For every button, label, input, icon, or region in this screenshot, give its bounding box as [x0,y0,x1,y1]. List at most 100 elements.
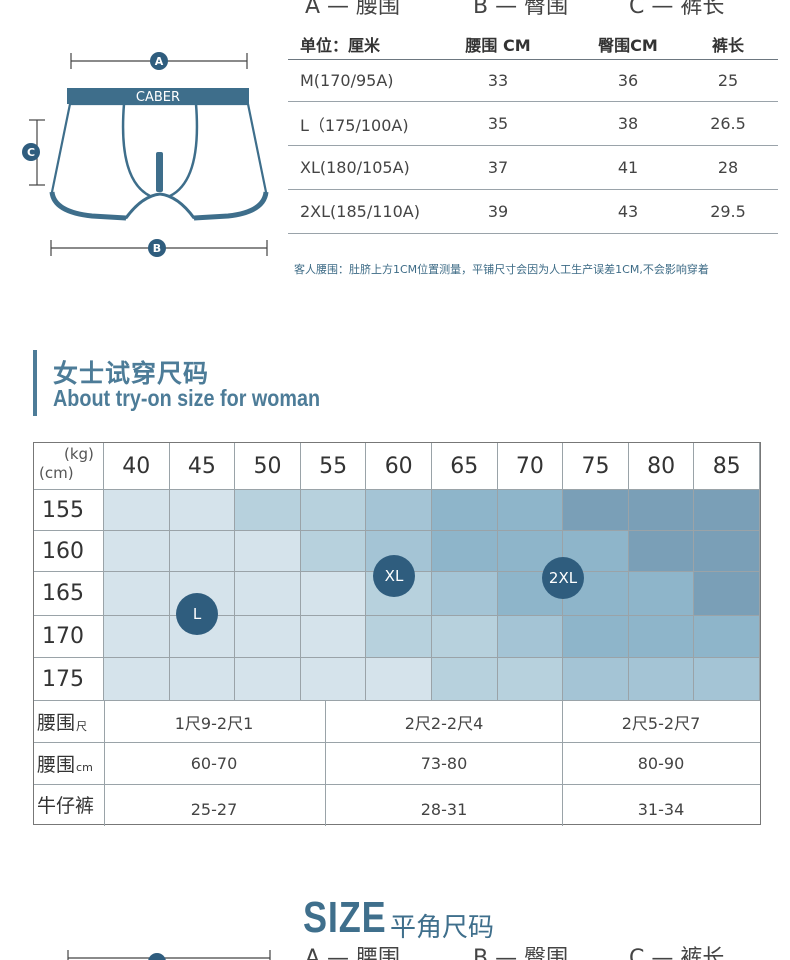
weight-header: 70 [497,443,564,490]
fit-cell [104,572,170,616]
size-heading: SIZE [303,893,387,942]
table-row: M(170/95A) 33 36 25 [288,60,778,102]
marker-a: A [155,55,164,68]
header-unit: 单位：厘米 [300,35,381,55]
size-table-header: 单位：厘米 腰围 CM 臀围CM 裤长 [288,28,778,60]
height-label: 175 [34,658,104,701]
fit-cell [104,658,170,701]
waist-chi-small: 1尺9-2尺1 [174,713,254,733]
waist-value: 39 [487,202,509,221]
fit-cell [694,658,760,701]
marker-b-icon [148,239,166,257]
weight-header: 55 [300,443,367,490]
waist-cm-small: 60-70 [190,754,238,773]
repeat-measure-line [67,950,271,960]
legend-b: B — 臀围 [473,0,569,19]
size-label: M(170/95A) [300,71,394,90]
waist-chi-medium: 2尺2-2尺4 [404,713,484,733]
fit-chart: 40 45 50 55 60 65 70 75 80 85 155 160 165 170 175 (kg)… [33,442,761,826]
fit-cell [497,616,564,658]
size-label: XL(180/105A) [300,158,410,177]
marker-c-icon [22,143,40,161]
measurement-legend-repeat: A — 腰围 B — 臀围 C — 裤长 [305,940,785,960]
fit-cell [563,490,629,531]
fit-cell [432,531,498,572]
fit-cell [300,616,367,658]
waist-cm-label: 腰围 cm [37,754,93,776]
fit-cell [235,616,301,658]
jeans-large: 31-34 [637,800,685,819]
fit-cell [235,490,301,531]
fit-cell [628,572,695,616]
fit-cell [628,658,695,701]
corner-cm-label: (cm) [39,464,74,482]
briefs-diagram: A CABER C B [22,52,269,257]
corner-kg-label: (kg) [64,445,94,463]
fit-cell [563,616,629,658]
fit-cell [694,531,760,572]
fit-cell [694,490,760,531]
waist-cm-large: 80-90 [637,754,685,773]
fit-cell [235,658,301,701]
weight-header: 45 [169,443,236,490]
fit-cell [497,490,564,531]
height-label: 160 [34,531,104,572]
fit-cell [169,490,236,531]
marker-c: C [27,146,35,159]
measurement-note: 客人腰围：肚脐上方1CM位置测量，平铺尺寸会因为人工生产误差1CM,不会影响穿着 [294,263,709,276]
header-length: 裤长 [711,35,744,55]
waist-cm-medium: 73-80 [420,754,468,773]
waist-chi-label: 腰围尺 [37,712,88,734]
weight-header: 75 [563,443,629,490]
brand-label: CABER [136,90,180,105]
legend-a: A — 腰围 [305,946,401,960]
weight-header: 40 [104,443,170,490]
fit-cell [300,490,367,531]
jeans-small: 25-27 [190,800,238,819]
leg-band-right [193,191,269,221]
fit-cell [235,572,301,616]
table-row: L（175/100A) 35 38 26.5 [288,102,778,146]
weight-header: 85 [694,443,760,490]
length-value: 25 [717,71,739,90]
fit-cell [694,616,760,658]
header-waist: 腰围 CM [465,35,531,55]
fit-cell [169,658,236,701]
fit-cell [300,531,367,572]
size-heading-subtitle: 平角尺码 [390,913,495,943]
weight-header: 60 [366,443,432,490]
fit-cell [169,531,236,572]
size-table: 单位：厘米 腰围 CM 臀围CM 裤长 M(170/95A) 33 36 25 … [288,28,778,234]
fit-cell [628,490,695,531]
length-value: 26.5 [710,114,746,133]
waist-chi-large: 2尺5-2尺7 [621,713,701,733]
fit-cell [235,531,301,572]
waistband [67,88,249,104]
hip-value: 36 [617,71,639,90]
section-subtitle: About try-on size for woman [53,385,321,411]
legend-b: B — 臀围 [473,946,569,960]
marker-a-icon [150,52,168,70]
fit-cell [104,531,170,572]
legend-c: C — 裤长 [629,0,725,19]
fit-cell [628,531,695,572]
fit-cell [432,490,498,531]
fit-cell [563,658,629,701]
weight-header: 80 [628,443,695,490]
fit-cell [432,616,498,658]
measurement-legend: A — 腰围 B — 臀围 C — 裤长 [305,0,785,19]
height-label: 165 [34,572,104,616]
waist-value: 37 [487,158,509,177]
table-row: 2XL(185/110A) 39 43 29.5 [288,190,778,234]
section-accent-bar [33,350,37,416]
hip-value: 41 [617,158,639,177]
waist-value: 35 [487,114,509,133]
column-divider [104,701,105,826]
marker-b: B [153,242,161,255]
fit-cell [366,658,432,701]
weight-header: 65 [432,443,498,490]
size-label: L（175/100A) [300,115,409,135]
fit-cell [432,658,498,701]
fit-cell [432,572,498,616]
fit-cell [366,616,432,658]
